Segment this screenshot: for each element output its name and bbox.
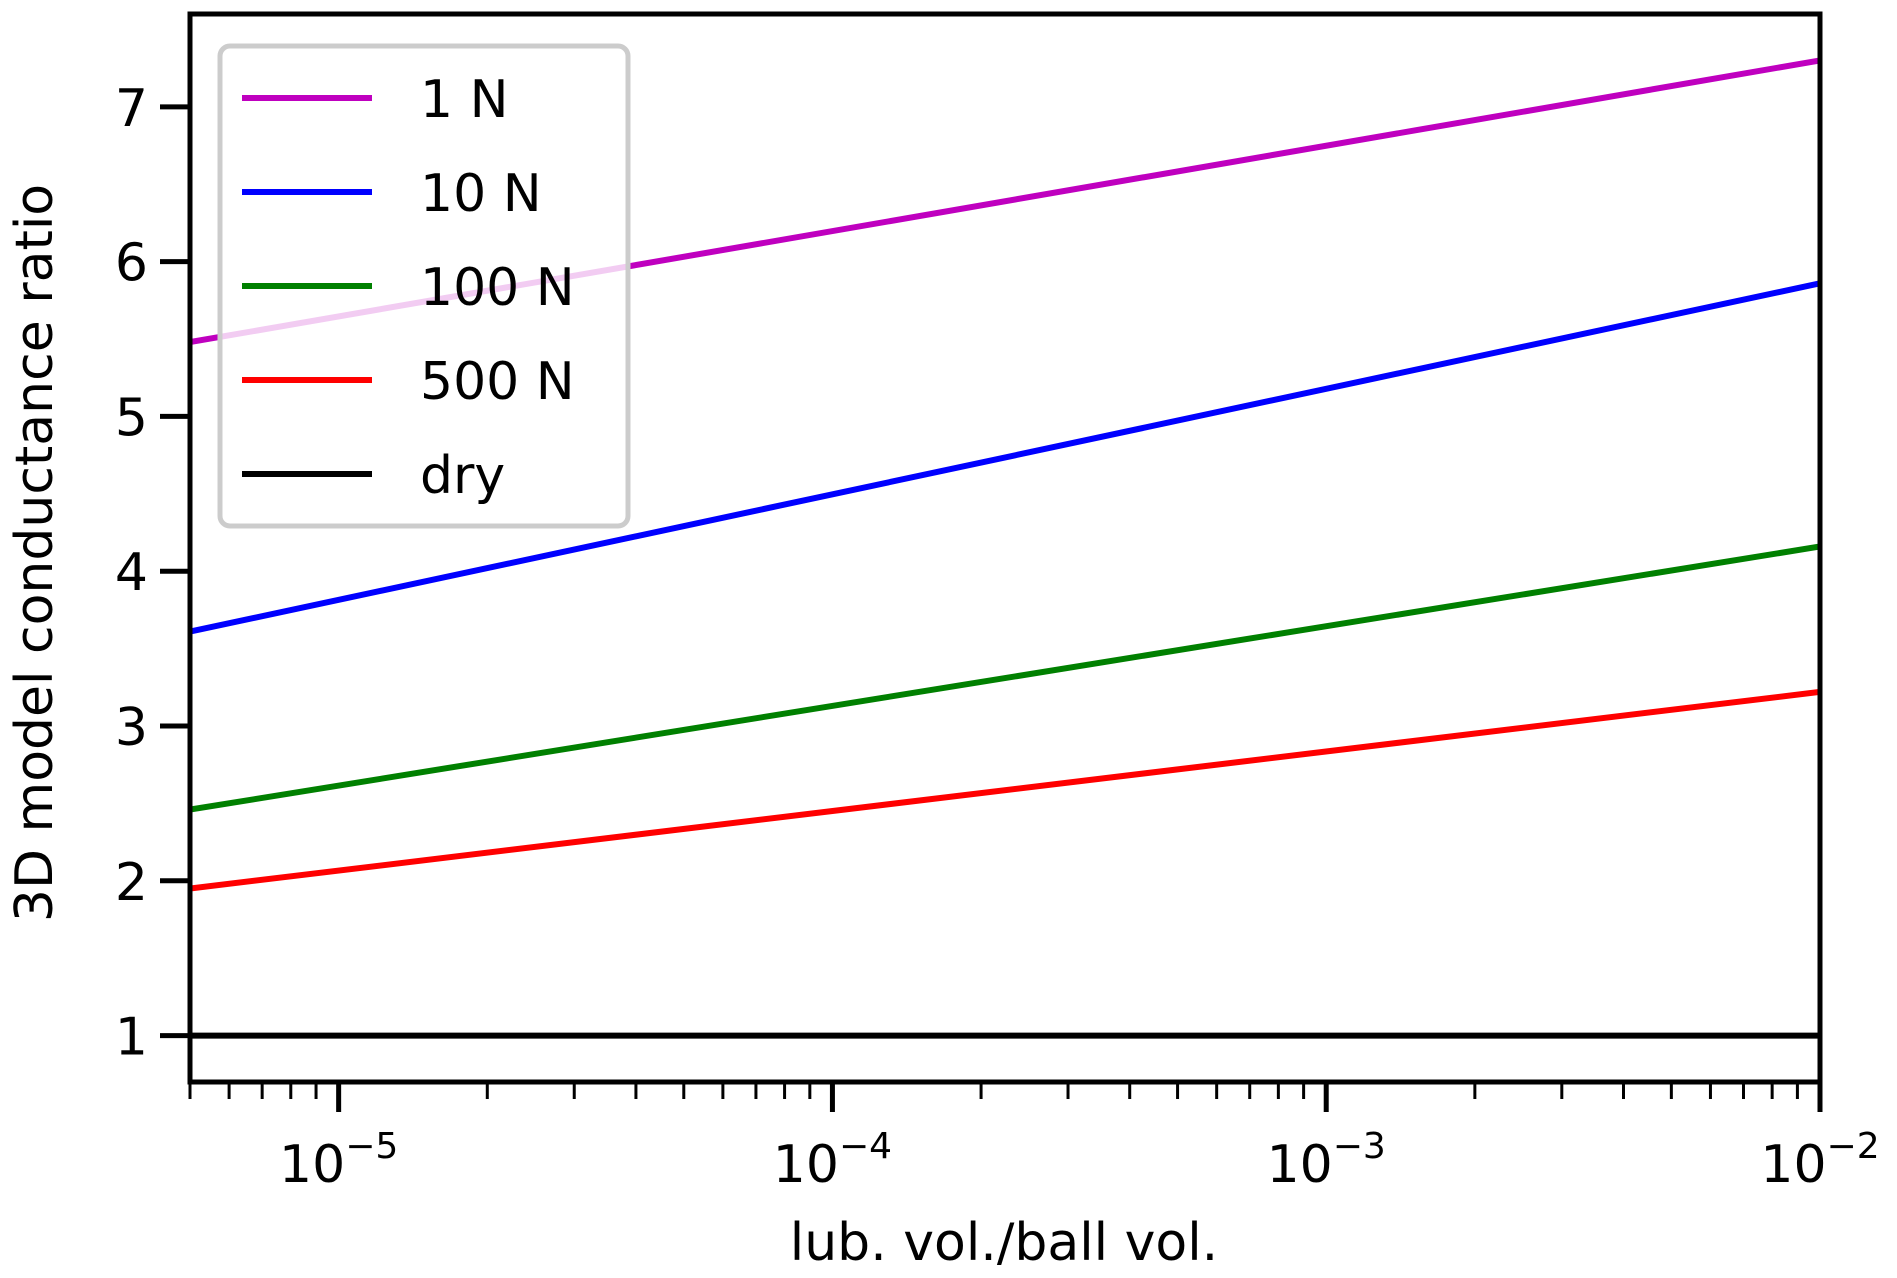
legend-label: 500 N xyxy=(420,352,575,412)
y-tick-label: 3 xyxy=(115,698,148,758)
legend-label: 1 N xyxy=(420,70,509,130)
legend-label: dry xyxy=(420,446,505,506)
series-line-100-n xyxy=(190,543,1820,813)
y-axis-label: 3D model conductance ratio xyxy=(5,184,65,922)
x-tick-label: 10−5 xyxy=(279,1126,398,1195)
y-tick-label: 4 xyxy=(115,543,148,603)
x-tick-label: 10−4 xyxy=(773,1126,892,1195)
legend-label: 10 N xyxy=(420,164,542,224)
x-tick-label: 10−2 xyxy=(1760,1126,1879,1195)
series-line-500-n xyxy=(190,688,1820,892)
y-tick-label: 6 xyxy=(115,234,148,294)
y-tick-label: 2 xyxy=(115,853,148,913)
x-axis-label: lub. vol./ball vol. xyxy=(790,1213,1218,1273)
y-tick-label: 1 xyxy=(115,1008,148,1068)
y-tick-label: 7 xyxy=(115,79,148,139)
y-tick-label: 5 xyxy=(115,388,148,448)
axis-layer: 1 2 3 4 5 6 7 10−5 10−4 10−3 10−2 xyxy=(115,11,1880,1195)
legend-label: 100 N xyxy=(420,258,575,318)
legend-box xyxy=(217,43,631,529)
legend: 1 N 10 N 100 N 500 N dry xyxy=(217,43,631,529)
series-layer xyxy=(190,57,1820,1039)
x-tick-label: 10−3 xyxy=(1267,1126,1386,1195)
series-line-10-n xyxy=(190,280,1820,635)
plot-frame xyxy=(187,11,1823,1085)
